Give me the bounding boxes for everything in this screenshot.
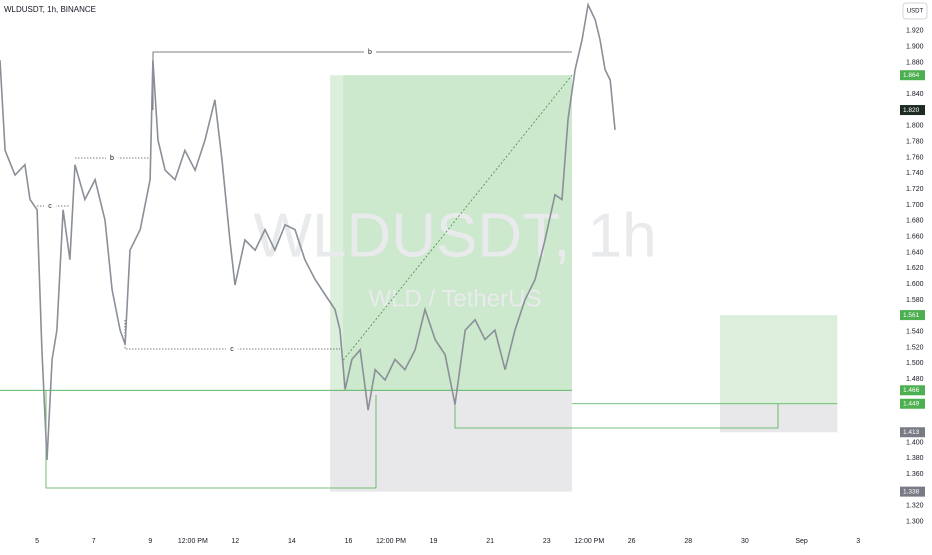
x-tick-label: 26 <box>628 538 636 545</box>
target-zone <box>720 315 838 404</box>
y-tick-label: 1.720 <box>906 186 924 193</box>
x-tick-label: 28 <box>684 538 692 545</box>
annotation: c <box>230 346 234 353</box>
annotation: c <box>48 203 52 210</box>
label-bg <box>44 201 56 212</box>
y-tick-label: 1.380 <box>906 455 924 462</box>
y-tick-label: 1.840 <box>906 91 924 98</box>
x-tick-label: 16 <box>345 538 353 545</box>
x-tick-label: 30 <box>741 538 749 545</box>
y-tick-label: 1.520 <box>906 344 924 351</box>
annotation: b <box>368 49 372 56</box>
currency-label: USDT <box>907 9 924 15</box>
label-bg <box>226 344 238 355</box>
target-zone-inner <box>343 75 572 391</box>
trade-path <box>342 74 573 361</box>
price-badge-label: 1.820 <box>903 107 920 114</box>
price-badge-label: 1.449 <box>903 400 920 407</box>
y-tick-label: 1.620 <box>906 265 924 272</box>
x-tick-label: 19 <box>430 538 438 545</box>
y-tick-label: 1.920 <box>906 28 924 35</box>
x-tick-label: 7 <box>92 538 96 545</box>
annotation-line <box>454 404 779 429</box>
stop-zone <box>330 390 572 492</box>
x-tick-label: 12 <box>231 538 239 545</box>
y-tick-label: 1.480 <box>906 376 924 383</box>
price-badge-label: 1.864 <box>903 72 920 79</box>
chart-title: WLDUSDT, 1h, BINANCE <box>4 5 96 14</box>
price-badge-label: 1.561 <box>903 312 920 319</box>
price-badge <box>900 385 925 396</box>
time-axis <box>0 532 898 550</box>
x-tick-label: 14 <box>288 538 296 545</box>
price-badge <box>900 486 925 497</box>
watermark: WLDUSDT, 1h <box>253 201 656 270</box>
annotation: b <box>110 155 114 162</box>
price-line <box>0 2 616 461</box>
x-tick-label: Sep <box>795 538 808 545</box>
x-tick-label: 12:00 PM <box>178 538 208 545</box>
y-tick-label: 1.680 <box>906 218 924 225</box>
y-tick-label: 1.660 <box>906 234 924 241</box>
label-bg <box>106 153 118 164</box>
y-tick-label: 1.760 <box>906 154 924 161</box>
price-badge-label: 1.338 <box>903 488 920 495</box>
y-tick-label: 1.400 <box>906 439 924 446</box>
y-tick-label: 1.800 <box>906 123 924 130</box>
x-tick-label: 23 <box>543 538 551 545</box>
x-tick-label: 12:00 PM <box>376 538 406 545</box>
y-tick-label: 1.300 <box>906 519 924 526</box>
y-tick-label: 1.540 <box>906 329 924 336</box>
y-tick-label: 1.880 <box>906 59 924 66</box>
price-badge <box>900 427 925 438</box>
price-badge <box>900 105 925 116</box>
watermark-sub: WLD / TetherUS <box>369 285 542 312</box>
y-tick-label: 1.900 <box>906 44 924 51</box>
y-tick-label: 1.740 <box>906 170 924 177</box>
title-bg <box>0 0 190 20</box>
price-axis <box>898 0 932 550</box>
y-tick-label: 1.360 <box>906 471 924 478</box>
stop-zone <box>720 403 838 433</box>
x-tick-label: 21 <box>486 538 494 545</box>
target-zone <box>330 75 572 391</box>
y-tick-label: 1.580 <box>906 297 924 304</box>
y-tick-label: 1.780 <box>906 139 924 146</box>
x-tick-label: 12:00 PM <box>574 538 604 545</box>
label-bg <box>364 46 376 57</box>
price-badge <box>900 310 925 321</box>
y-tick-label: 1.640 <box>906 249 924 256</box>
annotation-line <box>152 51 572 110</box>
x-tick-label: 9 <box>148 538 152 545</box>
annotation-line <box>124 320 340 350</box>
currency-button[interactable] <box>902 2 928 20</box>
x-tick-label: 3 <box>856 538 860 545</box>
x-tick-label: 5 <box>35 538 39 545</box>
y-tick-label: 1.320 <box>906 503 924 510</box>
y-tick-label: 1.600 <box>906 281 924 288</box>
price-badge <box>900 398 925 409</box>
price-badge <box>900 70 925 81</box>
price-badge-label: 1.466 <box>903 387 920 394</box>
y-tick-label: 1.500 <box>906 360 924 367</box>
price-badge-label: 1.413 <box>903 429 920 436</box>
y-tick-label: 1.700 <box>906 202 924 209</box>
